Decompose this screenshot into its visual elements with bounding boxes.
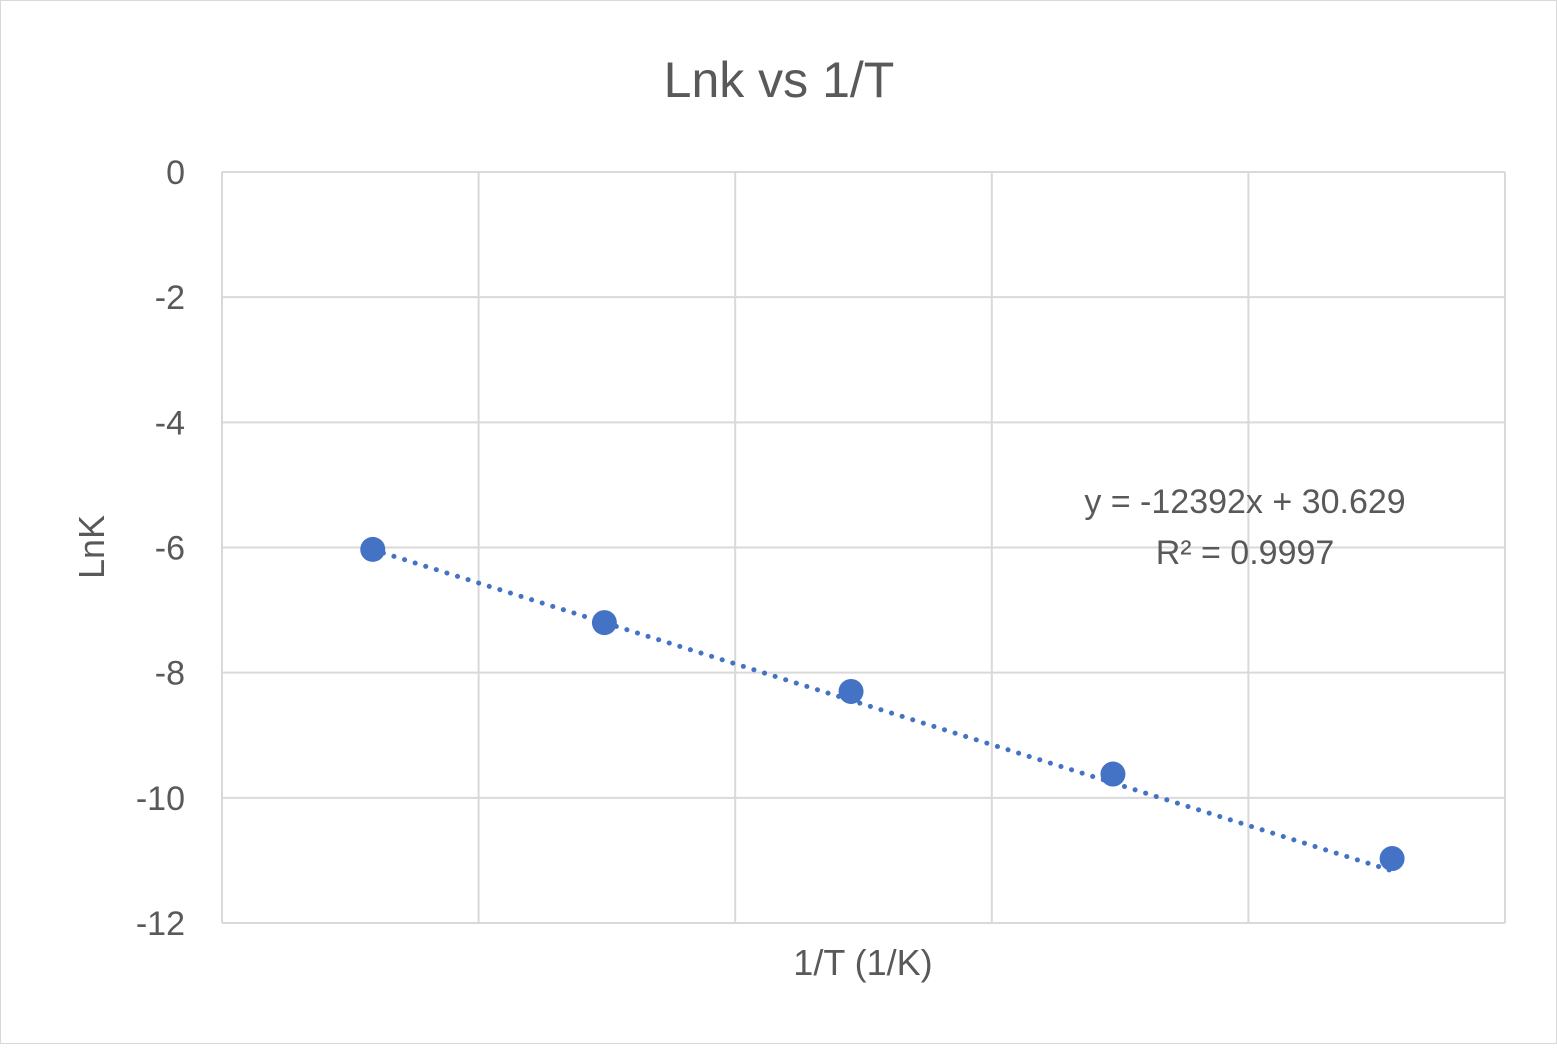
y-tick-label: -6 <box>155 530 185 568</box>
data-point <box>1100 761 1126 787</box>
chart-title: Lnk vs 1/T <box>664 52 895 108</box>
y-tick-labels: 0 -2 -4 -6 -8 -10 -12 <box>136 154 185 943</box>
y-tick-label: -4 <box>155 404 185 442</box>
data-point <box>838 678 864 704</box>
y-tick-label: 0 <box>166 154 185 192</box>
data-point <box>360 536 386 562</box>
data-point <box>591 610 617 636</box>
trendline-r-squared: R² = 0.9997 <box>1156 534 1335 572</box>
trendline-layer <box>370 547 1395 874</box>
trendline-equation: y = -12392x + 30.629 <box>1084 483 1405 521</box>
y-tick-label: -12 <box>136 905 185 943</box>
x-axis-label: 1/T (1/K) <box>793 942 932 983</box>
y-axis-label: LnK <box>71 515 112 579</box>
y-tick-label: -2 <box>155 279 185 317</box>
data-points <box>360 536 1405 872</box>
y-tick-label: -10 <box>136 780 185 818</box>
data-point <box>1379 846 1405 872</box>
trendline <box>370 547 1395 874</box>
grid-layer <box>221 171 1506 924</box>
y-tick-label: -8 <box>155 655 185 693</box>
